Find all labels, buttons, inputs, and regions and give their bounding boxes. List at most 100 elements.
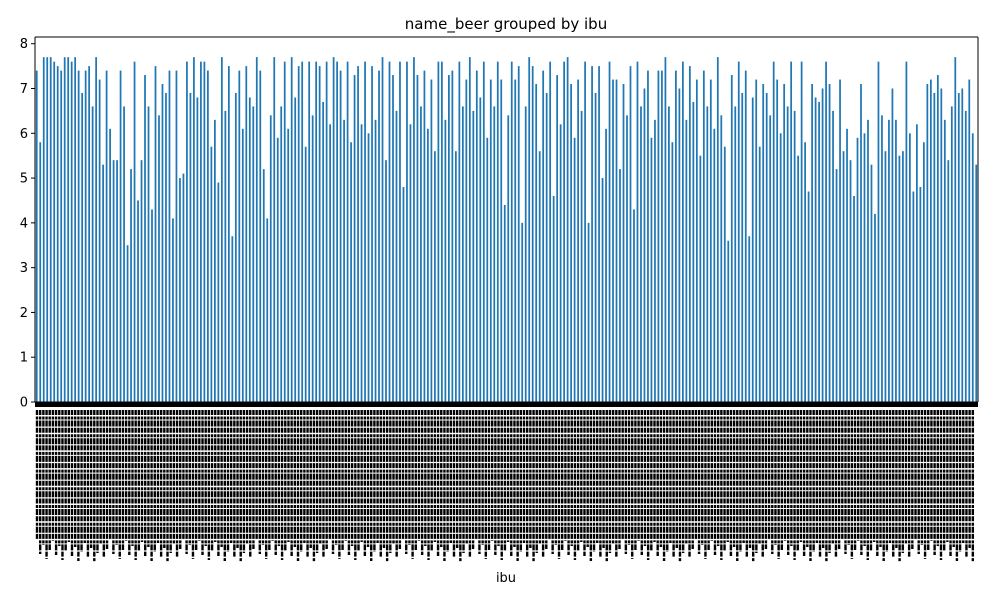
bar (741, 92, 744, 402)
bar (549, 61, 552, 402)
bar (468, 57, 471, 403)
bar (629, 66, 632, 403)
bar (814, 97, 817, 403)
bar (811, 84, 813, 403)
bar (916, 124, 918, 402)
bar (664, 57, 667, 403)
bar (507, 115, 510, 403)
bar (95, 57, 97, 403)
bar (60, 70, 63, 402)
bar (329, 124, 331, 402)
bar (594, 92, 597, 402)
bar (84, 70, 87, 402)
bar (133, 61, 136, 402)
bar (77, 70, 80, 402)
bar (179, 178, 181, 402)
bar (56, 66, 59, 403)
bar (102, 164, 104, 402)
bar (259, 70, 262, 402)
bar (189, 92, 192, 402)
x-tick-labels (35, 402, 978, 562)
bar (713, 128, 716, 402)
bars (35, 57, 978, 403)
bar (957, 92, 960, 402)
chart-title: name_beer grouped by ibu (405, 15, 607, 34)
bar (245, 66, 248, 403)
bar (465, 79, 468, 403)
bar (336, 61, 338, 402)
bar (220, 57, 223, 403)
bar (353, 75, 356, 402)
bar (161, 84, 164, 403)
bar (793, 110, 796, 403)
bar (933, 92, 936, 402)
bar (964, 110, 967, 403)
bar (870, 164, 873, 402)
bar (105, 70, 108, 402)
bar (144, 75, 146, 402)
bar (430, 79, 433, 403)
bar (622, 84, 625, 403)
bar (423, 70, 426, 402)
bar (800, 61, 803, 402)
bar (884, 151, 887, 402)
bar (566, 57, 569, 403)
bar (849, 160, 852, 402)
bar (350, 142, 352, 402)
bar (832, 110, 834, 403)
bar (744, 70, 747, 402)
bar (318, 66, 321, 403)
bar (765, 92, 768, 402)
bar (112, 160, 115, 402)
bar (695, 79, 698, 403)
bar (276, 137, 279, 402)
bar (723, 146, 726, 402)
bar (137, 200, 139, 402)
bar (297, 66, 300, 403)
bar (437, 61, 440, 402)
x-axis-label: ibu (496, 571, 516, 586)
bar (909, 133, 911, 403)
bar (451, 70, 454, 402)
bar (573, 137, 576, 402)
bar (835, 169, 838, 402)
bar (947, 160, 950, 402)
bar (158, 115, 160, 403)
bar (304, 146, 307, 402)
bar (168, 70, 171, 402)
bar (863, 133, 866, 403)
bar (769, 115, 772, 403)
bar (420, 106, 422, 403)
bar (580, 110, 583, 403)
bar (727, 240, 730, 402)
bar (531, 66, 534, 403)
bar (311, 115, 314, 403)
bar (172, 218, 174, 402)
bar (392, 75, 394, 402)
bar (790, 61, 793, 402)
bar (524, 106, 527, 403)
bar (503, 204, 506, 402)
bar (737, 61, 740, 402)
bar (542, 70, 545, 402)
bar (762, 84, 765, 403)
y-tick-label: 2 (20, 306, 28, 321)
bar (489, 79, 492, 403)
bar (640, 106, 642, 403)
bar (210, 146, 213, 402)
y-tick-label: 6 (20, 127, 28, 142)
bar (294, 97, 297, 403)
bar (486, 137, 489, 402)
bar (186, 61, 188, 402)
bar (255, 57, 258, 403)
bar (496, 61, 499, 402)
bar (856, 137, 859, 402)
bar (479, 97, 482, 403)
bar (427, 128, 429, 402)
y-tick-label: 4 (20, 216, 28, 231)
bar (709, 79, 712, 403)
bar (231, 236, 234, 402)
bar (776, 79, 779, 403)
bar (482, 61, 485, 402)
bar (675, 70, 677, 402)
